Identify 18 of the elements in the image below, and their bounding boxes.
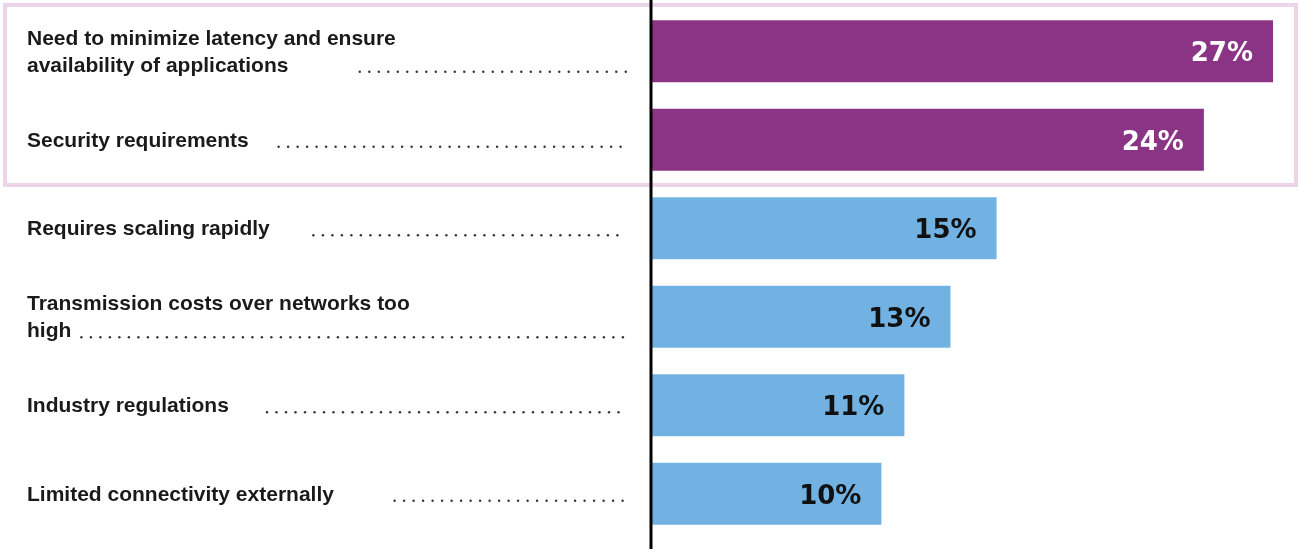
y-tick-label: Security requirements bbox=[27, 127, 249, 151]
bar bbox=[651, 20, 1273, 83]
data-label: 24% bbox=[1121, 125, 1184, 156]
data-label: 11% bbox=[822, 391, 885, 422]
data-label: 27% bbox=[1190, 37, 1253, 68]
data-label: 10% bbox=[799, 479, 862, 510]
data-label: 13% bbox=[868, 302, 931, 333]
bar bbox=[651, 374, 905, 437]
y-tick-label: Transmission costs over networks too high bbox=[27, 291, 410, 342]
y-tick-label: Limited connectivity externally bbox=[27, 481, 335, 505]
y-tick-label: Requires scaling rapidly bbox=[27, 216, 271, 240]
bar bbox=[651, 462, 882, 525]
data-label: 15% bbox=[914, 214, 977, 245]
bar bbox=[651, 285, 951, 348]
y-tick-label: Need to minimize latency and ensure availability of applications bbox=[27, 25, 396, 76]
y-tick-label: Industry regulations bbox=[27, 393, 229, 417]
bar bbox=[651, 197, 997, 260]
bar bbox=[651, 108, 1204, 171]
